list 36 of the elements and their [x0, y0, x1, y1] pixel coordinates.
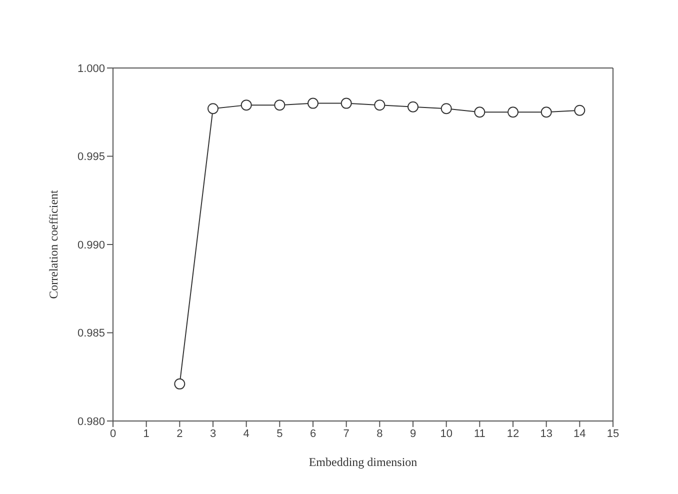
y-tick-label: 0.990	[77, 239, 105, 252]
point	[174, 378, 186, 390]
y-tick-label: 0.995	[77, 151, 105, 164]
x-tick-label: 15	[606, 428, 620, 440]
y-tick-label: 0.980	[77, 416, 105, 428]
x-tick-label: 0	[110, 428, 116, 440]
y-axis-title: Correlation coefficient	[46, 189, 60, 299]
x-tick-label: 5	[276, 428, 283, 440]
point	[274, 100, 286, 111]
point	[474, 106, 486, 118]
x-tick-label: 14	[574, 428, 586, 440]
y-tick-label: 1.000	[77, 62, 105, 75]
x-tick-label: 6	[310, 428, 316, 440]
x-tick-label: 11	[474, 428, 486, 440]
point	[374, 100, 386, 111]
point	[508, 106, 518, 118]
x-tick-label: 8	[376, 428, 383, 440]
y-tick-label: 0.985	[77, 328, 105, 340]
point	[208, 103, 218, 114]
x-tick-label: 12	[506, 428, 520, 440]
x-tick-label: 13	[540, 428, 552, 440]
point	[440, 103, 452, 114]
point	[408, 101, 418, 112]
x-tick-label: 2	[176, 428, 183, 440]
point	[340, 98, 352, 109]
x-tick-label: 7	[343, 428, 350, 440]
x-tick-label: 10	[440, 428, 452, 440]
point	[308, 98, 318, 109]
x-tick-label: 1	[143, 428, 150, 440]
x-tick-label: 3	[210, 428, 216, 440]
x-axis-title: Embedding dimension	[308, 455, 418, 469]
point	[574, 104, 586, 116]
x-tick-label: 9	[410, 428, 416, 440]
x-tick-label: 4	[243, 428, 250, 440]
point	[240, 100, 252, 111]
point	[540, 106, 552, 118]
